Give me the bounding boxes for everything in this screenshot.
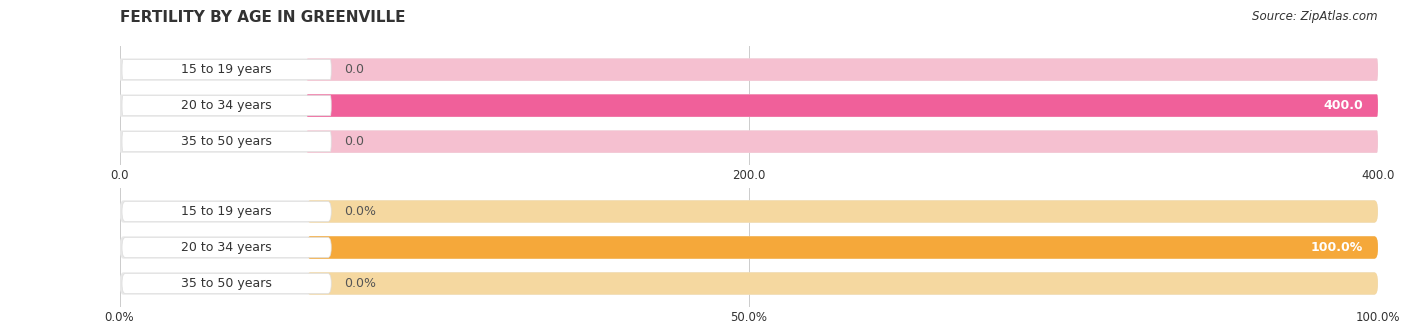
- FancyBboxPatch shape: [307, 200, 1378, 223]
- FancyBboxPatch shape: [120, 94, 1378, 117]
- FancyBboxPatch shape: [122, 201, 332, 221]
- Text: Source: ZipAtlas.com: Source: ZipAtlas.com: [1253, 10, 1378, 23]
- Text: FERTILITY BY AGE IN GREENVILLE: FERTILITY BY AGE IN GREENVILLE: [120, 10, 405, 25]
- Text: 400.0: 400.0: [1323, 99, 1362, 112]
- FancyBboxPatch shape: [307, 236, 1378, 259]
- FancyBboxPatch shape: [307, 58, 1378, 81]
- FancyBboxPatch shape: [120, 200, 1378, 223]
- FancyBboxPatch shape: [120, 130, 1378, 153]
- Text: 35 to 50 years: 35 to 50 years: [181, 135, 273, 148]
- FancyBboxPatch shape: [122, 59, 332, 80]
- FancyBboxPatch shape: [307, 236, 1378, 259]
- FancyBboxPatch shape: [307, 272, 1378, 295]
- FancyBboxPatch shape: [122, 95, 332, 116]
- FancyBboxPatch shape: [307, 130, 1378, 153]
- Text: 35 to 50 years: 35 to 50 years: [181, 277, 273, 290]
- FancyBboxPatch shape: [122, 237, 332, 258]
- FancyBboxPatch shape: [120, 272, 1378, 295]
- Text: 20 to 34 years: 20 to 34 years: [181, 99, 271, 112]
- FancyBboxPatch shape: [307, 94, 1378, 117]
- Text: 100.0%: 100.0%: [1310, 241, 1362, 254]
- FancyBboxPatch shape: [122, 132, 332, 152]
- Text: 0.0: 0.0: [344, 63, 364, 76]
- Text: 15 to 19 years: 15 to 19 years: [181, 63, 271, 76]
- Text: 15 to 19 years: 15 to 19 years: [181, 205, 271, 218]
- FancyBboxPatch shape: [307, 94, 1378, 117]
- FancyBboxPatch shape: [120, 236, 1378, 259]
- FancyBboxPatch shape: [120, 58, 1378, 81]
- FancyBboxPatch shape: [122, 274, 332, 294]
- Text: 0.0%: 0.0%: [344, 277, 375, 290]
- Text: 0.0: 0.0: [344, 135, 364, 148]
- Text: 0.0%: 0.0%: [344, 205, 375, 218]
- Text: 20 to 34 years: 20 to 34 years: [181, 241, 271, 254]
